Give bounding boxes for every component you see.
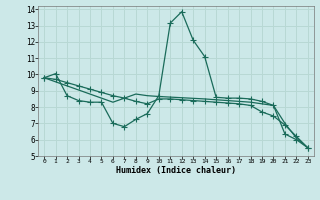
X-axis label: Humidex (Indice chaleur): Humidex (Indice chaleur): [116, 166, 236, 175]
